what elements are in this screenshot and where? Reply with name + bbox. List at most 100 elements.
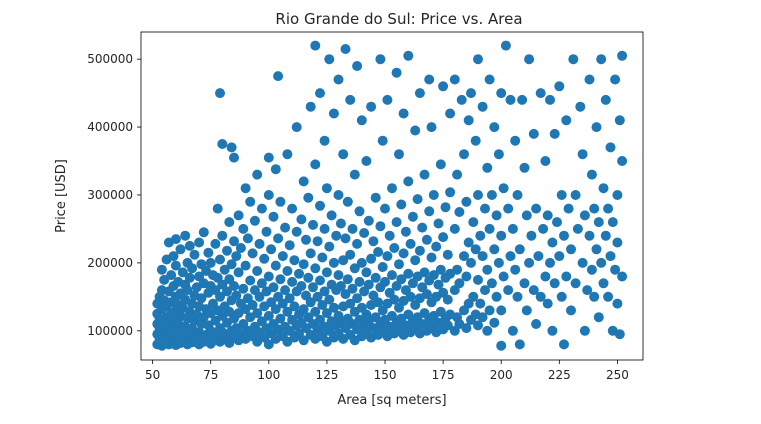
data-point [484,74,495,85]
data-point [268,282,279,293]
data-point [321,267,332,278]
data-point [189,249,200,260]
x-tick-label: 250 [606,368,629,382]
data-point [375,221,386,232]
data-point [389,294,400,305]
data-point [291,226,302,237]
data-point [445,108,456,119]
data-point [333,190,344,200]
data-point [563,203,574,214]
data-point [554,251,565,262]
data-point [561,271,572,282]
data-point [380,276,390,287]
data-point [252,169,263,180]
data-point [256,278,267,289]
data-point [570,190,581,200]
data-point [335,218,346,229]
data-point [352,61,363,71]
data-point [224,217,235,228]
data-point [477,312,488,323]
data-point [442,294,453,305]
data-point [617,156,628,166]
data-point [310,306,321,317]
data-point [459,149,469,160]
data-point [582,285,593,296]
data-point [196,293,207,304]
data-point [294,268,304,279]
data-point [168,251,179,262]
data-point [442,249,453,260]
data-point [433,218,444,229]
data-point [394,259,404,270]
data-point [507,223,518,234]
data-point [361,156,372,166]
data-point [477,101,488,112]
data-point [382,94,393,105]
y-tick-label: 100000 [87,324,133,338]
data-point [315,88,325,99]
data-point [424,74,435,85]
data-point [566,244,576,255]
data-point [347,223,358,234]
data-point [463,237,474,248]
data-point [252,266,263,276]
data-point [496,88,507,99]
data-point [438,81,449,92]
data-point [405,291,416,302]
data-point [505,94,516,105]
x-tick-label: 125 [315,368,338,382]
data-point [435,159,446,170]
data-point [396,199,407,210]
data-point [575,101,586,112]
data-point [308,282,318,293]
data-point [256,203,267,214]
data-point [373,297,384,308]
data-point [238,223,249,234]
data-point [229,236,239,247]
data-point [240,183,251,194]
data-point [229,152,239,163]
data-point [440,202,451,213]
data-point [217,139,228,149]
data-point [549,128,560,139]
data-point [282,149,293,160]
data-point [438,232,449,243]
data-point [317,300,328,310]
data-point [607,217,618,228]
data-point [561,115,572,126]
data-point [449,223,460,234]
data-point [305,248,316,259]
data-point [600,230,611,241]
data-point [324,54,335,65]
data-point [475,298,486,309]
data-point [456,94,467,105]
data-point [375,54,386,65]
data-point [310,40,321,51]
data-point [470,135,481,146]
data-point [398,108,409,119]
data-point [600,94,611,105]
x-tick-label: 200 [490,368,513,382]
chart-title: Rio Grande do Sul: Price vs. Area [275,10,522,28]
y-tick-label: 200000 [87,256,133,270]
data-point [468,217,479,228]
data-point [233,210,244,221]
data-point [461,271,472,282]
data-point [215,291,225,302]
data-point [275,196,286,207]
data-point [482,162,493,173]
data-point [410,255,421,266]
data-point [496,230,507,241]
data-point [503,285,514,296]
data-point [463,115,474,126]
data-point [296,281,307,291]
data-point [263,271,274,282]
data-point [210,238,221,249]
data-point [324,241,335,252]
data-point [345,94,356,105]
data-point [596,54,607,65]
data-point [591,244,602,255]
data-point [347,283,358,294]
data-point [598,278,609,289]
data-point [428,190,439,200]
